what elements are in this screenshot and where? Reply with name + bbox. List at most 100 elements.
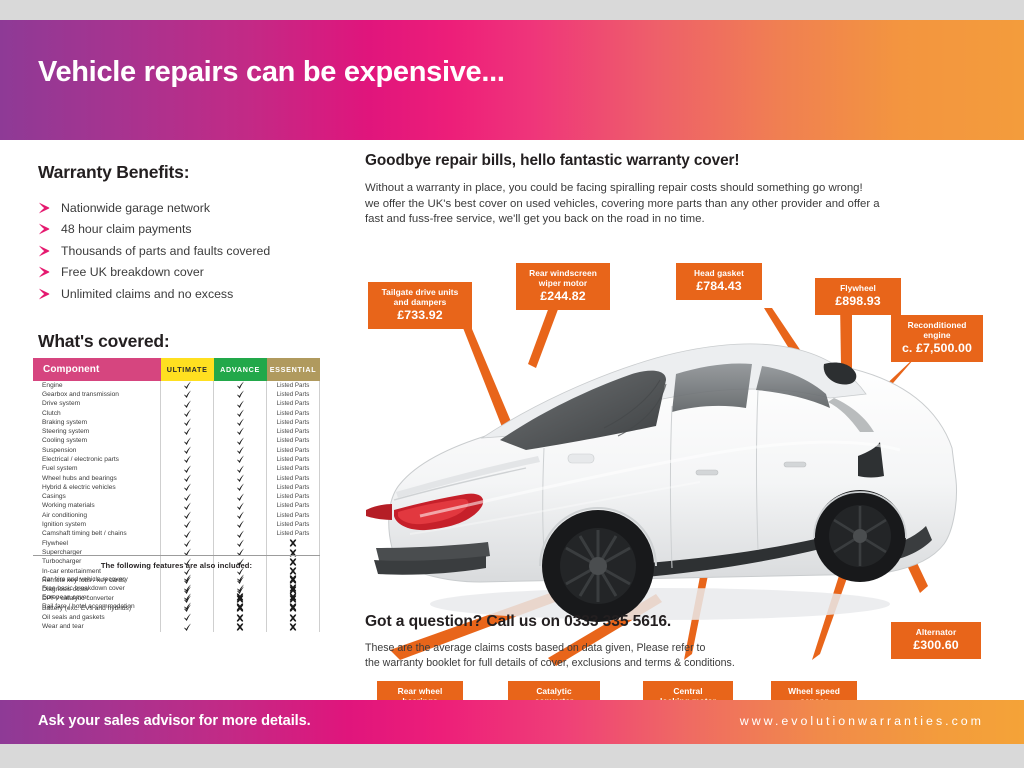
essential-cell [266,548,320,558]
tick-icon [236,502,244,510]
advance-cell [213,592,267,603]
listed-parts-label: Listed Parts [276,456,310,463]
table-row: Braking system Listed Parts [33,418,320,428]
essential-cell: Listed Parts [266,390,320,400]
tick-icon [183,593,191,601]
essential-cell [266,539,320,549]
ultimate-cell [160,464,214,474]
tick-icon [183,502,191,510]
rear-wheel [542,510,654,622]
tick-icon [183,409,191,417]
callout-label-line1: Tailgate drive units [381,287,459,297]
benefits-list: Nationwide garage network 48 hour claim p… [38,197,338,304]
benefit-label: Free UK breakdown cover [61,265,204,279]
tick-icon [236,574,244,583]
component-name: Free basic breakdown cover [42,584,125,592]
tick-icon [236,427,244,436]
tick-icon [183,602,191,611]
advance-cell [213,557,267,567]
tick-icon [183,493,191,501]
advance-cell [213,381,267,391]
callout-alternator: Alternator £300.60 [891,622,981,659]
advance-cell [213,548,267,558]
table-row: Rail fare / hotel accommodation [33,602,320,612]
advance-cell [213,566,267,577]
ultimate-cell [160,539,214,549]
header-ultimate: ULTIMATE [160,358,214,381]
coverage-table-head: Component ULTIMATE ADVANCE ESSENTIAL [33,358,320,381]
table-row: Camshaft timing belt / chains Listed Part… [33,529,320,540]
tick-icon [236,548,244,557]
benefit-item: Unlimited claims and no excess [38,283,338,304]
ultimate-cell [160,455,214,465]
chevron-right-icon [39,202,50,213]
tick-icon [236,558,244,566]
ultimate-cell [160,574,214,584]
table-row: In-car entertainment [33,566,320,577]
callout-price: £733.92 [397,308,443,322]
ultimate-cell [160,583,214,593]
tick-icon [236,511,244,520]
essential-cell: Listed Parts [266,473,320,484]
chevron-right-icon [39,223,50,235]
footer-gradient-band [0,700,1024,744]
advance-cell [213,399,267,409]
tick-icon [183,584,191,592]
component-name: Rail fare / hotel accommodation [42,603,135,611]
extras-divider [33,555,320,557]
listed-parts-label: Listed Parts [276,418,310,426]
component-name: Diagnosis costs [42,586,89,594]
ultimate-cell [160,418,214,428]
tick-icon [183,427,191,436]
tick-icon [236,520,244,529]
component-name: Air conditioning [42,511,88,519]
front-wheel [814,490,906,582]
ultimate-cell [160,408,214,419]
essential-cell: Listed Parts [266,529,320,540]
callout-label-line1: Flywheel [840,283,876,293]
essential-cell [266,574,320,584]
tick-icon [183,539,191,547]
callout-label-line1: Alternator [915,627,957,637]
advance-cell [213,529,267,540]
advance-cell [213,464,267,474]
advance-cell [213,602,267,612]
essential-cell: Listed Parts [266,427,320,437]
ultimate-cell [160,602,214,612]
listed-parts-label: Listed Parts [276,530,310,538]
component-name: European cover [42,594,89,602]
spacer [160,611,214,625]
extras-spacer-row [33,611,320,625]
table-row: Hybrid & electric vehicles Listed Parts [33,483,320,493]
listed-parts-label: Listed Parts [276,521,310,529]
listed-parts-label: Listed Parts [276,428,310,436]
listed-parts-label: Listed Parts [276,502,310,510]
ultimate-cell [160,483,214,493]
header-essential: ESSENTIAL [266,358,320,381]
listed-parts-label: Listed Parts [276,511,310,519]
tick-icon [236,400,244,408]
right-column: Goodbye repair bills, hello fantastic wa… [365,152,995,228]
table-row: Engine Listed Parts [33,381,320,391]
benefit-label: 48 hour claim payments [61,222,192,236]
tick-icon [236,437,244,445]
advance-cell [213,483,267,493]
component-name: Electrical / electronic parts [42,456,119,463]
ultimate-cell [160,520,214,530]
component-name: Flywheel [42,539,69,547]
cross-icon [289,575,297,583]
component-name: Engine [42,381,63,389]
whats-covered-heading: What's covered: [38,331,170,351]
tick-icon [236,584,244,592]
callout-price: £300.60 [913,638,959,652]
ultimate-cell [160,436,214,447]
ultimate-cell [160,622,214,633]
listed-parts-label: Listed Parts [276,381,310,389]
tick-icon [236,455,244,464]
cta-phone-heading: Got a question? Call us on 0333 335 5616… [365,613,672,630]
callout-label-line1: Rear wheel [397,686,443,696]
tick-icon [183,548,191,557]
callout-price: £898.93 [835,294,881,308]
tick-icon [236,483,244,492]
tick-icon [236,409,244,417]
